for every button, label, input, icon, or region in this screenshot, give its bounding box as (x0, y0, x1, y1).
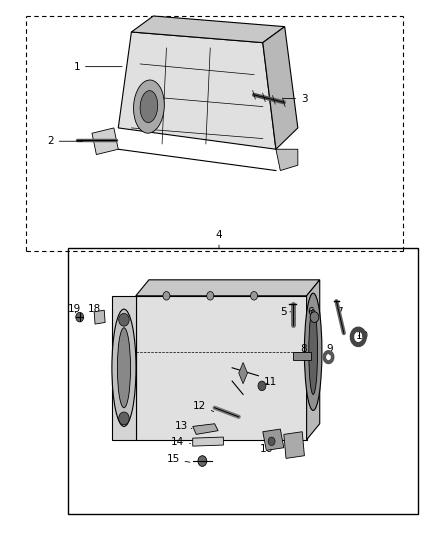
Circle shape (207, 292, 214, 300)
Polygon shape (193, 437, 223, 446)
Circle shape (310, 312, 319, 322)
Polygon shape (136, 280, 320, 296)
Text: 5: 5 (280, 307, 291, 317)
Ellipse shape (134, 80, 164, 133)
Polygon shape (92, 128, 118, 155)
Polygon shape (193, 424, 218, 434)
Text: 10: 10 (356, 331, 369, 341)
Text: 7: 7 (336, 307, 343, 317)
Circle shape (119, 313, 129, 326)
Text: 6: 6 (307, 307, 314, 317)
Circle shape (163, 292, 170, 300)
Text: 9: 9 (326, 344, 333, 354)
Circle shape (251, 292, 258, 300)
Text: 19: 19 (68, 304, 81, 314)
Polygon shape (276, 149, 298, 171)
Polygon shape (118, 32, 276, 149)
Circle shape (76, 312, 84, 322)
Ellipse shape (140, 91, 158, 123)
Ellipse shape (112, 309, 136, 426)
Bar (68, 248, 418, 514)
Polygon shape (112, 296, 136, 440)
Polygon shape (293, 352, 311, 360)
Polygon shape (307, 280, 320, 440)
Text: 13: 13 (175, 422, 192, 431)
Ellipse shape (117, 328, 131, 408)
Ellipse shape (304, 293, 322, 410)
Polygon shape (136, 296, 307, 440)
Polygon shape (263, 429, 284, 450)
Text: 12: 12 (193, 401, 214, 411)
Text: 14: 14 (171, 438, 191, 447)
Ellipse shape (309, 309, 318, 394)
Text: 17: 17 (288, 444, 301, 454)
Text: 1: 1 (73, 62, 122, 71)
Circle shape (119, 412, 129, 425)
Text: 11: 11 (264, 377, 277, 387)
Text: 3: 3 (283, 94, 308, 103)
Text: 16: 16 (260, 444, 273, 454)
Text: 15: 15 (166, 455, 190, 464)
Polygon shape (94, 310, 105, 324)
Text: 4: 4 (215, 230, 223, 248)
Polygon shape (131, 16, 285, 43)
Text: 8: 8 (300, 344, 307, 354)
Circle shape (268, 437, 275, 446)
Text: 2: 2 (47, 136, 83, 146)
Text: 18: 18 (88, 304, 101, 314)
Polygon shape (284, 432, 304, 458)
Circle shape (258, 381, 266, 391)
Circle shape (198, 456, 207, 466)
Polygon shape (263, 27, 298, 149)
Polygon shape (239, 362, 247, 384)
